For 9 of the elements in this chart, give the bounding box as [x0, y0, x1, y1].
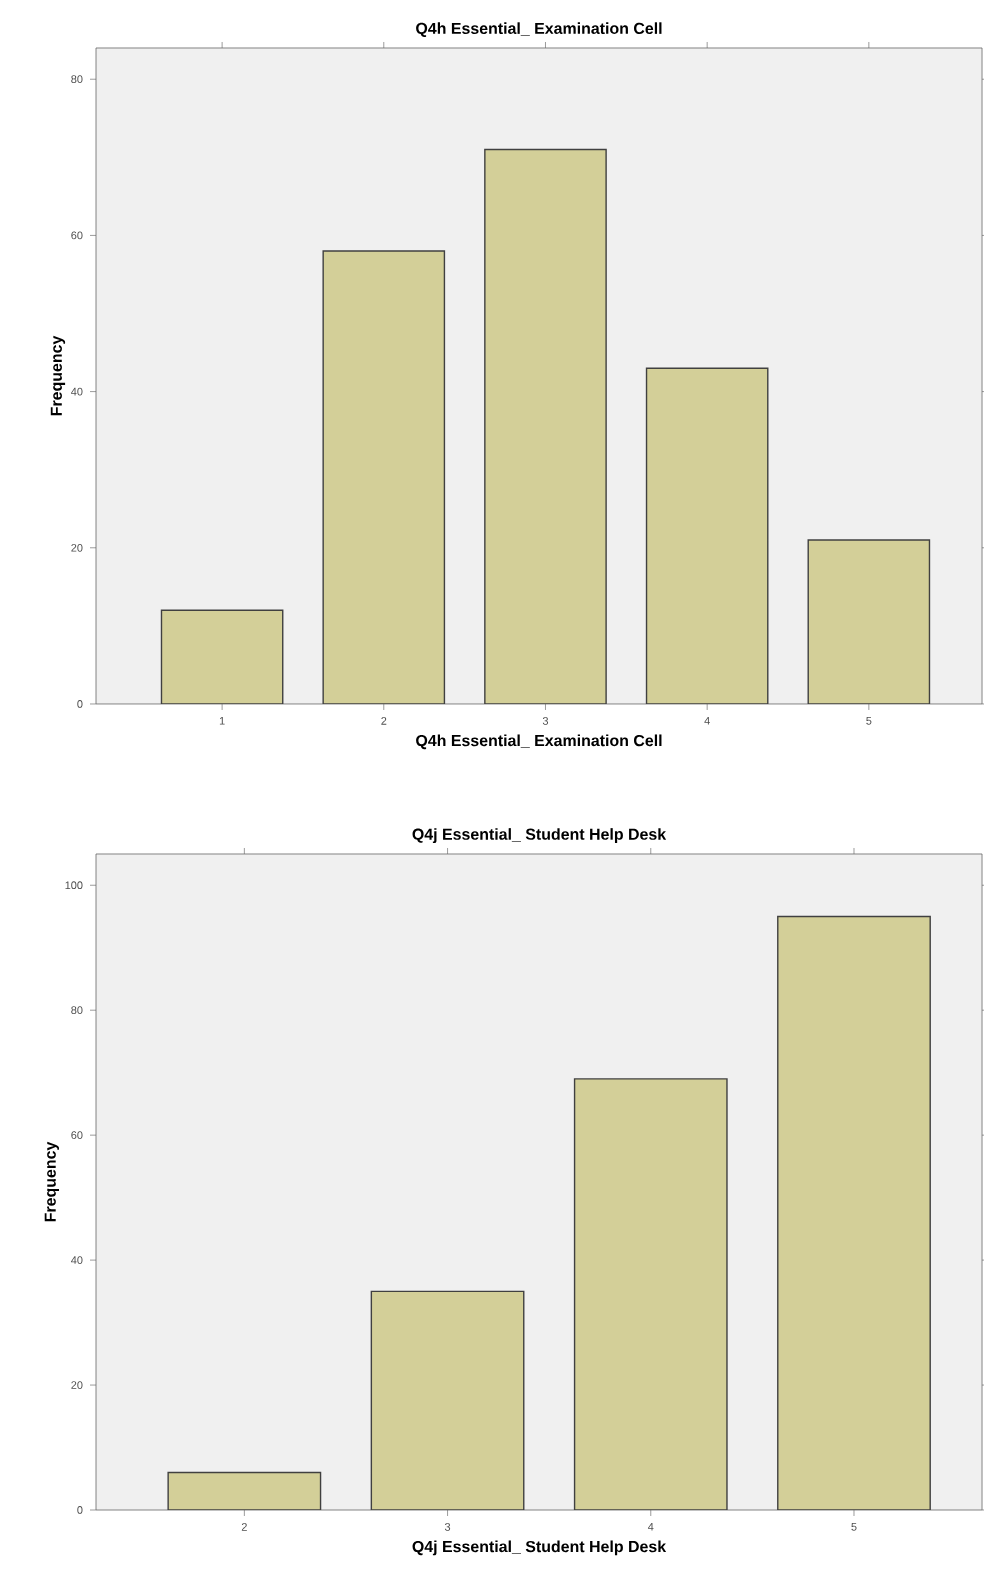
bar [573, 1078, 728, 1510]
bar [807, 539, 931, 704]
bar [645, 367, 769, 704]
bar [322, 250, 446, 704]
bar [777, 915, 931, 1510]
bar [371, 1291, 524, 1510]
bar [484, 149, 607, 704]
bar [160, 609, 284, 704]
bar [167, 1471, 322, 1510]
